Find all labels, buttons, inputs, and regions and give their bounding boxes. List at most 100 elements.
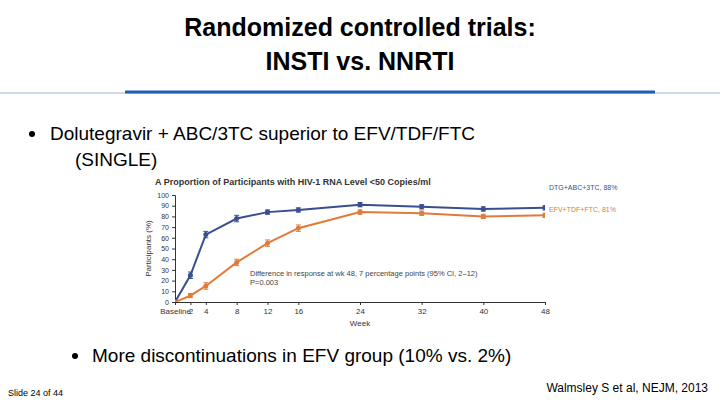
error-bar-cap bbox=[296, 231, 301, 232]
error-bar-cap bbox=[203, 231, 208, 232]
x-tick-mark bbox=[190, 302, 191, 305]
error-bar bbox=[543, 213, 546, 217]
y-tick-mark bbox=[172, 206, 175, 207]
x-tick: 24 bbox=[356, 302, 365, 316]
data-point bbox=[419, 211, 424, 216]
x-tick-label: 16 bbox=[294, 307, 303, 316]
error-bar-cap bbox=[188, 272, 193, 273]
y-tick-mark bbox=[172, 195, 175, 196]
x-tick-mark bbox=[206, 302, 207, 305]
error-bar bbox=[234, 215, 239, 221]
x-tick-label: 4 bbox=[204, 307, 209, 316]
y-tick-mark bbox=[172, 249, 175, 250]
data-point bbox=[481, 206, 486, 211]
x-tick-label: 24 bbox=[356, 307, 365, 316]
x-tick-mark bbox=[360, 302, 361, 305]
y-tick: 40 bbox=[161, 256, 175, 263]
footer-right: Walmsley S et al, NEJM, 2013 bbox=[546, 381, 708, 395]
y-tick-label: 50 bbox=[161, 245, 169, 252]
data-point bbox=[265, 210, 270, 215]
y-tick-label: 80 bbox=[161, 213, 169, 220]
y-axis: 0102030405060708090100 bbox=[157, 192, 175, 306]
error-bar bbox=[265, 240, 270, 246]
x-tick: 48 bbox=[541, 302, 550, 316]
data-point bbox=[265, 241, 270, 246]
y-tick: 70 bbox=[161, 224, 175, 231]
x-tick: 12 bbox=[264, 302, 273, 316]
x-tick-mark bbox=[422, 302, 423, 305]
error-bar-cap bbox=[203, 282, 208, 283]
x-tick-label: 2 bbox=[189, 307, 194, 316]
plot-area bbox=[175, 202, 545, 302]
x-tick-mark bbox=[268, 302, 269, 305]
slide-title: Randomized controlled trials: bbox=[184, 13, 535, 41]
chart-title: A Proportion of Participants with HIV-1 … bbox=[155, 177, 431, 187]
y-tick-mark bbox=[172, 259, 175, 260]
data-point bbox=[234, 260, 239, 265]
error-bar-cap bbox=[203, 237, 208, 238]
data-point bbox=[358, 202, 363, 207]
error-bar bbox=[203, 231, 208, 237]
error-bar bbox=[419, 211, 424, 215]
x-axis-line bbox=[176, 303, 546, 306]
y-tick-label: 10 bbox=[161, 288, 169, 295]
slide: Randomized controlled trials:INSTI vs. N… bbox=[0, 0, 720, 405]
error-bar-cap bbox=[234, 215, 239, 216]
y-tick-mark bbox=[172, 281, 175, 282]
series-line bbox=[175, 205, 545, 302]
error-bar-cap bbox=[265, 246, 270, 247]
error-bar bbox=[358, 202, 363, 206]
x-tick-label: 48 bbox=[541, 307, 550, 316]
y-tick: 90 bbox=[161, 202, 175, 209]
y-tick: 100 bbox=[157, 192, 175, 199]
y-tick-label: 30 bbox=[161, 267, 169, 274]
x-tick-label: 12 bbox=[264, 307, 273, 316]
y-tick-label: 70 bbox=[161, 224, 169, 231]
x-tick-mark bbox=[545, 302, 546, 305]
error-bar bbox=[481, 207, 486, 211]
y-tick-mark bbox=[172, 291, 175, 292]
error-bar-cap bbox=[188, 278, 193, 279]
annotation: Difference in response at wk 48, 7 perce… bbox=[250, 269, 478, 278]
data-point bbox=[419, 204, 424, 209]
x-tick-label: Baseline bbox=[160, 307, 191, 316]
error-bar bbox=[296, 208, 301, 212]
bullet-text: (SINGLE) bbox=[75, 149, 157, 170]
error-bar-cap bbox=[234, 265, 239, 266]
error-bar-cap bbox=[203, 289, 208, 290]
error-bar-cap bbox=[296, 224, 301, 225]
data-point bbox=[188, 273, 193, 278]
error-bar bbox=[419, 205, 424, 209]
y-tick-mark bbox=[172, 238, 175, 239]
x-tick: 32 bbox=[418, 302, 427, 316]
x-tick: 2 bbox=[189, 302, 194, 316]
error-bar bbox=[358, 210, 363, 214]
error-bar-cap bbox=[234, 259, 239, 260]
data-point bbox=[481, 214, 486, 219]
y-tick: 10 bbox=[161, 288, 175, 295]
error-bar-cap bbox=[265, 239, 270, 240]
x-tick-mark bbox=[237, 302, 238, 305]
x-tick-mark bbox=[298, 302, 299, 305]
y-tick: 60 bbox=[161, 235, 175, 242]
y-tick: 20 bbox=[161, 277, 175, 284]
x-axis-title: Week bbox=[350, 319, 371, 328]
x-axis: Baseline248121624324048 bbox=[160, 302, 550, 316]
data-point bbox=[296, 207, 301, 212]
annotation: P=0.003 bbox=[250, 278, 278, 287]
error-bar bbox=[188, 272, 193, 278]
y-tick: 50 bbox=[161, 245, 175, 252]
title-rule bbox=[125, 91, 655, 94]
error-bar bbox=[234, 259, 239, 265]
x-tick-label: 8 bbox=[235, 307, 240, 316]
bullet-text: More discontinuations in EFV group (10% … bbox=[92, 345, 511, 366]
data-point bbox=[234, 216, 239, 221]
x-tick: 8 bbox=[235, 302, 240, 316]
data-point bbox=[203, 232, 208, 237]
data-point bbox=[543, 213, 546, 218]
legend-label: EFV+TDF+FTC, 81% bbox=[549, 206, 616, 213]
data-point bbox=[296, 226, 301, 231]
y-tick-label: 60 bbox=[161, 235, 169, 242]
error-bar-cap bbox=[234, 221, 239, 222]
error-bar bbox=[296, 225, 301, 231]
